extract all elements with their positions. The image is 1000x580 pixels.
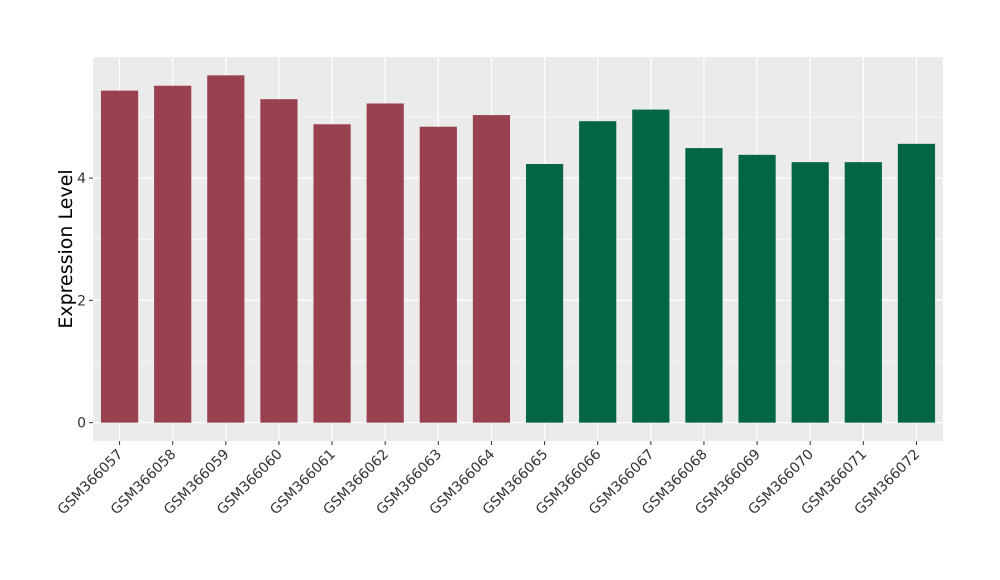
y-tick-label: 0 bbox=[77, 416, 86, 432]
bar-GSM366068 bbox=[685, 148, 723, 423]
y-axis-label: Expression Level bbox=[55, 169, 77, 328]
bar-GSM366058 bbox=[154, 85, 192, 423]
bar-GSM366061 bbox=[313, 124, 351, 423]
bar-GSM366071 bbox=[844, 162, 882, 423]
bar-GSM366065 bbox=[525, 164, 564, 423]
x-axis: GSM366057GSM366058GSM366059GSM366060GSM3… bbox=[55, 441, 923, 518]
y-axis: 0 2 4 bbox=[77, 171, 93, 432]
bar-GSM366066 bbox=[579, 121, 617, 423]
bar-GSM366059 bbox=[207, 75, 245, 423]
bar-GSM366069 bbox=[738, 154, 776, 423]
bar-GSM366060 bbox=[260, 99, 298, 423]
bar-GSM366072 bbox=[897, 143, 936, 423]
bar-GSM366070 bbox=[791, 162, 829, 423]
bar-GSM366063 bbox=[419, 126, 457, 423]
y-tick-label: 2 bbox=[77, 293, 86, 309]
y-tick-label: 4 bbox=[77, 171, 86, 187]
bars bbox=[100, 75, 936, 423]
bar-GSM366067 bbox=[632, 109, 670, 423]
bar-GSM366062 bbox=[366, 103, 404, 423]
bar-GSM366057 bbox=[100, 90, 139, 423]
bar-GSM366064 bbox=[472, 115, 511, 423]
